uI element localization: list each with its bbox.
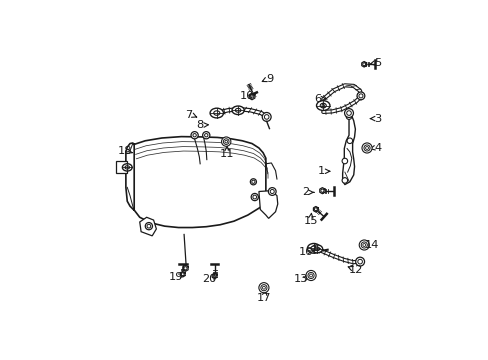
- Circle shape: [344, 109, 353, 117]
- Circle shape: [357, 259, 362, 264]
- Circle shape: [268, 188, 276, 195]
- Circle shape: [204, 134, 207, 137]
- Circle shape: [223, 139, 228, 144]
- Text: 3: 3: [374, 114, 381, 123]
- Ellipse shape: [307, 243, 320, 253]
- Circle shape: [250, 95, 253, 98]
- Polygon shape: [140, 217, 156, 236]
- Circle shape: [314, 208, 317, 211]
- Circle shape: [258, 283, 268, 293]
- Circle shape: [262, 286, 265, 289]
- Circle shape: [361, 242, 366, 248]
- Text: 5: 5: [374, 58, 381, 68]
- Circle shape: [365, 147, 368, 149]
- Circle shape: [320, 189, 324, 192]
- Circle shape: [363, 145, 369, 151]
- Polygon shape: [313, 207, 318, 212]
- Text: 13: 13: [293, 274, 307, 284]
- Ellipse shape: [314, 247, 319, 251]
- Circle shape: [224, 140, 227, 143]
- Circle shape: [251, 180, 254, 183]
- Circle shape: [145, 222, 152, 230]
- Circle shape: [342, 177, 347, 183]
- Polygon shape: [319, 188, 325, 194]
- Text: 16: 16: [298, 247, 312, 257]
- Circle shape: [305, 270, 315, 280]
- Circle shape: [252, 195, 256, 199]
- Text: 8: 8: [196, 120, 203, 130]
- Text: 2: 2: [302, 187, 309, 197]
- Ellipse shape: [213, 111, 220, 115]
- Circle shape: [320, 103, 325, 108]
- Ellipse shape: [122, 164, 132, 171]
- Polygon shape: [125, 136, 265, 228]
- Circle shape: [191, 132, 198, 139]
- Circle shape: [356, 92, 364, 100]
- Text: 18: 18: [118, 146, 132, 156]
- Polygon shape: [212, 273, 217, 279]
- Polygon shape: [180, 271, 185, 277]
- Polygon shape: [342, 109, 355, 185]
- Circle shape: [346, 111, 350, 115]
- Circle shape: [359, 240, 368, 250]
- Text: 4: 4: [374, 143, 381, 153]
- Circle shape: [362, 63, 365, 66]
- Polygon shape: [116, 161, 127, 174]
- Circle shape: [264, 114, 268, 119]
- Circle shape: [181, 273, 184, 276]
- Text: 1: 1: [317, 166, 324, 176]
- Circle shape: [213, 274, 216, 277]
- Ellipse shape: [210, 108, 223, 118]
- Circle shape: [362, 244, 365, 247]
- Ellipse shape: [311, 245, 322, 253]
- Ellipse shape: [320, 103, 325, 108]
- Polygon shape: [361, 62, 366, 67]
- Circle shape: [193, 134, 196, 137]
- Circle shape: [307, 273, 313, 279]
- Circle shape: [183, 267, 187, 270]
- Ellipse shape: [232, 106, 244, 114]
- Circle shape: [221, 137, 230, 146]
- Text: 12: 12: [348, 265, 363, 275]
- Circle shape: [260, 285, 266, 291]
- Text: 15: 15: [303, 216, 318, 226]
- Circle shape: [147, 224, 150, 228]
- Circle shape: [355, 257, 364, 266]
- Polygon shape: [259, 191, 277, 219]
- Circle shape: [250, 179, 256, 185]
- Circle shape: [262, 112, 270, 121]
- Circle shape: [251, 193, 258, 201]
- Polygon shape: [248, 93, 254, 100]
- Text: 19: 19: [169, 271, 183, 282]
- Text: 7: 7: [185, 110, 192, 120]
- Text: 20: 20: [202, 274, 216, 284]
- Ellipse shape: [310, 246, 316, 251]
- Ellipse shape: [235, 108, 241, 112]
- Circle shape: [322, 104, 324, 107]
- Text: 6: 6: [313, 94, 321, 104]
- Circle shape: [346, 138, 352, 144]
- Circle shape: [342, 158, 347, 164]
- Circle shape: [361, 143, 371, 153]
- Circle shape: [270, 189, 274, 194]
- Text: 17: 17: [256, 293, 271, 303]
- Circle shape: [346, 114, 351, 120]
- Circle shape: [202, 132, 209, 139]
- Polygon shape: [183, 265, 188, 271]
- Circle shape: [358, 94, 362, 98]
- Ellipse shape: [316, 101, 329, 111]
- Ellipse shape: [125, 166, 129, 169]
- Text: 11: 11: [219, 149, 234, 159]
- Text: 9: 9: [266, 74, 273, 84]
- Text: 14: 14: [364, 240, 378, 250]
- Circle shape: [309, 274, 312, 277]
- Text: 10: 10: [240, 91, 254, 102]
